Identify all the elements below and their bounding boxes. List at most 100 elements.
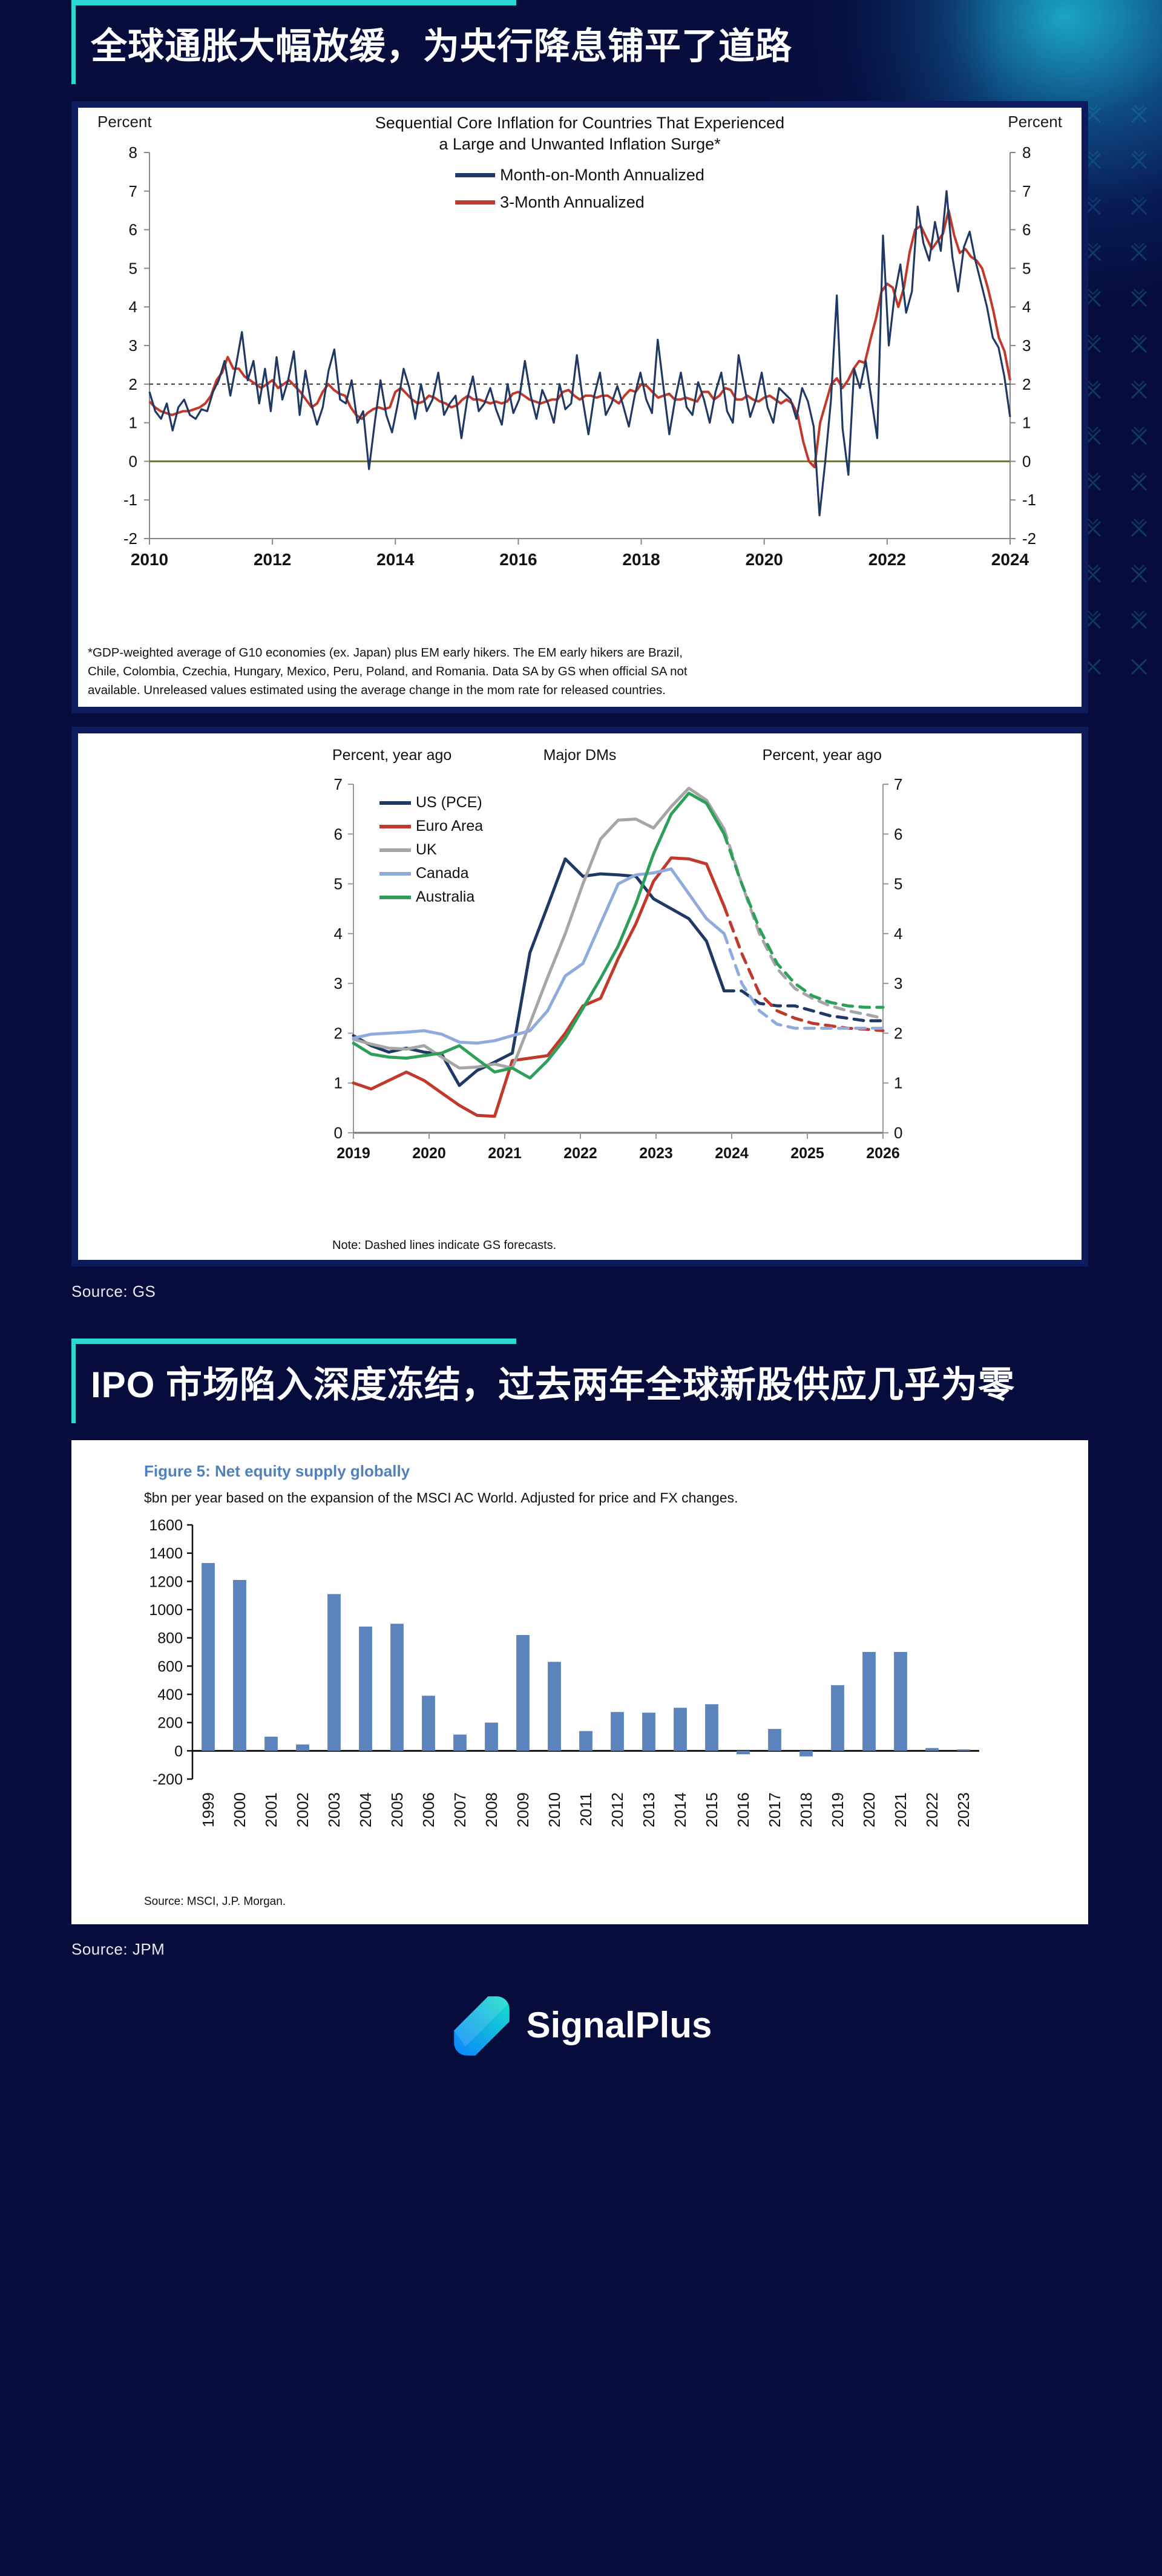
chart2-plot: 0 0 1 1 2 2 3 3 4 4 5 5 6 6 7 7 2019 2020 2021 2022 2023 2024… [334,775,903,1162]
svg-text:800: 800 [157,1630,183,1647]
chart2-ylabel-right: Percent, year ago [762,747,882,764]
svg-text:2012: 2012 [608,1792,626,1827]
svg-text:-2: -2 [123,529,137,548]
chart1-footnote: *GDP‑weighted average of G10 economies (… [88,646,688,697]
chart3-subtitle: $bn per year based on the expansion of t… [144,1489,738,1506]
svg-text:0: 0 [1022,453,1031,471]
svg-text:200: 200 [157,1715,183,1732]
svg-text:0: 0 [174,1743,183,1760]
svg-text:2020: 2020 [412,1145,446,1162]
svg-text:400: 400 [157,1686,183,1703]
svg-text:-200: -200 [153,1771,183,1788]
svg-text:600: 600 [157,1658,183,1675]
svg-text:2: 2 [129,375,137,393]
svg-text:2023: 2023 [639,1145,673,1162]
svg-text:3: 3 [334,975,343,993]
svg-text:7: 7 [334,775,343,793]
footer-logo: SignalPlus [0,1959,1162,2099]
svg-text:2000: 2000 [231,1792,249,1827]
svg-text:2009: 2009 [514,1792,532,1827]
svg-text:2016: 2016 [499,550,537,569]
svg-text:2014: 2014 [376,550,415,569]
svg-text:1200: 1200 [149,1573,183,1590]
chart2-ylabel-left: Percent, year ago [332,747,452,764]
svg-text:7: 7 [1022,182,1031,200]
svg-text:2: 2 [334,1024,343,1043]
signalplus-wordmark: SignalPlus [526,2005,712,2046]
svg-text:0: 0 [334,1124,343,1142]
svg-text:2011: 2011 [577,1792,595,1826]
svg-text:2021: 2021 [891,1792,910,1827]
svg-text:2018: 2018 [622,550,660,569]
chart-net-equity-supply: Figure 5: Net equity supply globally $bn… [71,1440,1088,1924]
svg-text:1000: 1000 [149,1602,183,1619]
svg-text:2005: 2005 [388,1792,406,1827]
svg-text:2024: 2024 [715,1145,749,1162]
svg-text:2018: 2018 [797,1792,815,1827]
chart-major-dms: Percent, year ago Major DMs Percent, yea… [78,733,1082,1260]
svg-text:2019: 2019 [829,1792,847,1827]
svg-text:2020: 2020 [746,550,783,569]
svg-text:4: 4 [894,925,902,943]
svg-text:0: 0 [894,1124,902,1142]
svg-text:1400: 1400 [149,1545,183,1562]
svg-text:6: 6 [1022,221,1031,239]
chart-card-core-inflation: Percent Percent Sequential Core Inflatio… [71,101,1088,714]
svg-text:8: 8 [1022,143,1031,162]
svg-text:2022: 2022 [868,550,906,569]
chart2-title: Major DMs [543,747,617,764]
svg-text:2006: 2006 [419,1792,438,1827]
page-title-1: 全球通胀大幅放缓，为央行降息铺平了道路 [91,26,792,67]
svg-text:1: 1 [334,1074,343,1092]
svg-text:3: 3 [894,975,902,993]
chart3-title: Figure 5: Net equity supply globally [144,1461,410,1480]
svg-text:-2: -2 [1022,529,1036,548]
svg-text:2019: 2019 [336,1145,370,1162]
svg-text:6: 6 [334,825,343,844]
chart-card-major-dms: Percent, year ago Major DMs Percent, yea… [71,727,1088,1267]
svg-text:2014: 2014 [671,1792,689,1827]
signalplus-mark-icon [453,1996,510,2056]
svg-text:5: 5 [334,875,343,893]
svg-text:3: 3 [129,336,137,355]
chart3-source: Source: MSCI, J.P. Morgan. [144,1895,286,1908]
source-gs: Source: GS [71,1282,156,1301]
svg-text:7: 7 [894,775,902,793]
svg-text:2024: 2024 [991,550,1029,569]
svg-text:6: 6 [129,221,137,239]
svg-text:2010: 2010 [131,550,168,569]
svg-text:-1: -1 [1022,491,1036,509]
svg-text:2012: 2012 [254,550,291,569]
svg-text:1600: 1600 [149,1517,183,1534]
svg-text:5: 5 [1022,260,1031,278]
svg-text:2021: 2021 [488,1145,522,1162]
section-heading-1: 全球通胀大幅放缓，为央行降息铺平了道路 [71,0,1088,101]
svg-text:0: 0 [129,453,137,471]
svg-text:2017: 2017 [766,1792,784,1827]
svg-text:1: 1 [1022,414,1031,432]
chart-core-inflation: Percent Percent Sequential Core Inflatio… [78,108,1082,641]
svg-text:2004: 2004 [356,1792,375,1827]
heading-frame-2: IPO 市场陷入深度冻结，过去两年全球新股供应几乎为零 [71,1339,1088,1423]
svg-text:7: 7 [129,182,137,200]
svg-text:6: 6 [894,825,902,844]
svg-text:2022: 2022 [563,1145,597,1162]
svg-text:4: 4 [334,925,343,943]
page-title-2: IPO 市场陷入深度冻结，过去两年全球新股供应几乎为零 [91,1365,1016,1406]
svg-text:2003: 2003 [325,1792,343,1827]
svg-text:2010: 2010 [545,1792,563,1827]
svg-text:2016: 2016 [734,1792,752,1827]
svg-text:2008: 2008 [482,1792,501,1827]
source-jpm: Source: JPM [71,1939,165,1958]
svg-text:2026: 2026 [866,1145,900,1162]
svg-text:4: 4 [1022,298,1031,316]
chart3-plot: -200 0 200 400 600 800 1000 1200 1400 1600 1999 200… [149,1517,979,1827]
svg-text:2022: 2022 [923,1792,941,1827]
svg-text:1: 1 [894,1074,902,1092]
svg-text:2015: 2015 [703,1792,721,1827]
svg-text:2001: 2001 [262,1792,280,1827]
chart2-note: Note: Dashed lines indicate GS forecasts… [332,1239,557,1253]
svg-text:5: 5 [129,260,137,278]
svg-text:1: 1 [129,414,137,432]
section-heading-2: IPO 市场陷入深度冻结，过去两年全球新股供应几乎为零 [71,1339,1088,1440]
